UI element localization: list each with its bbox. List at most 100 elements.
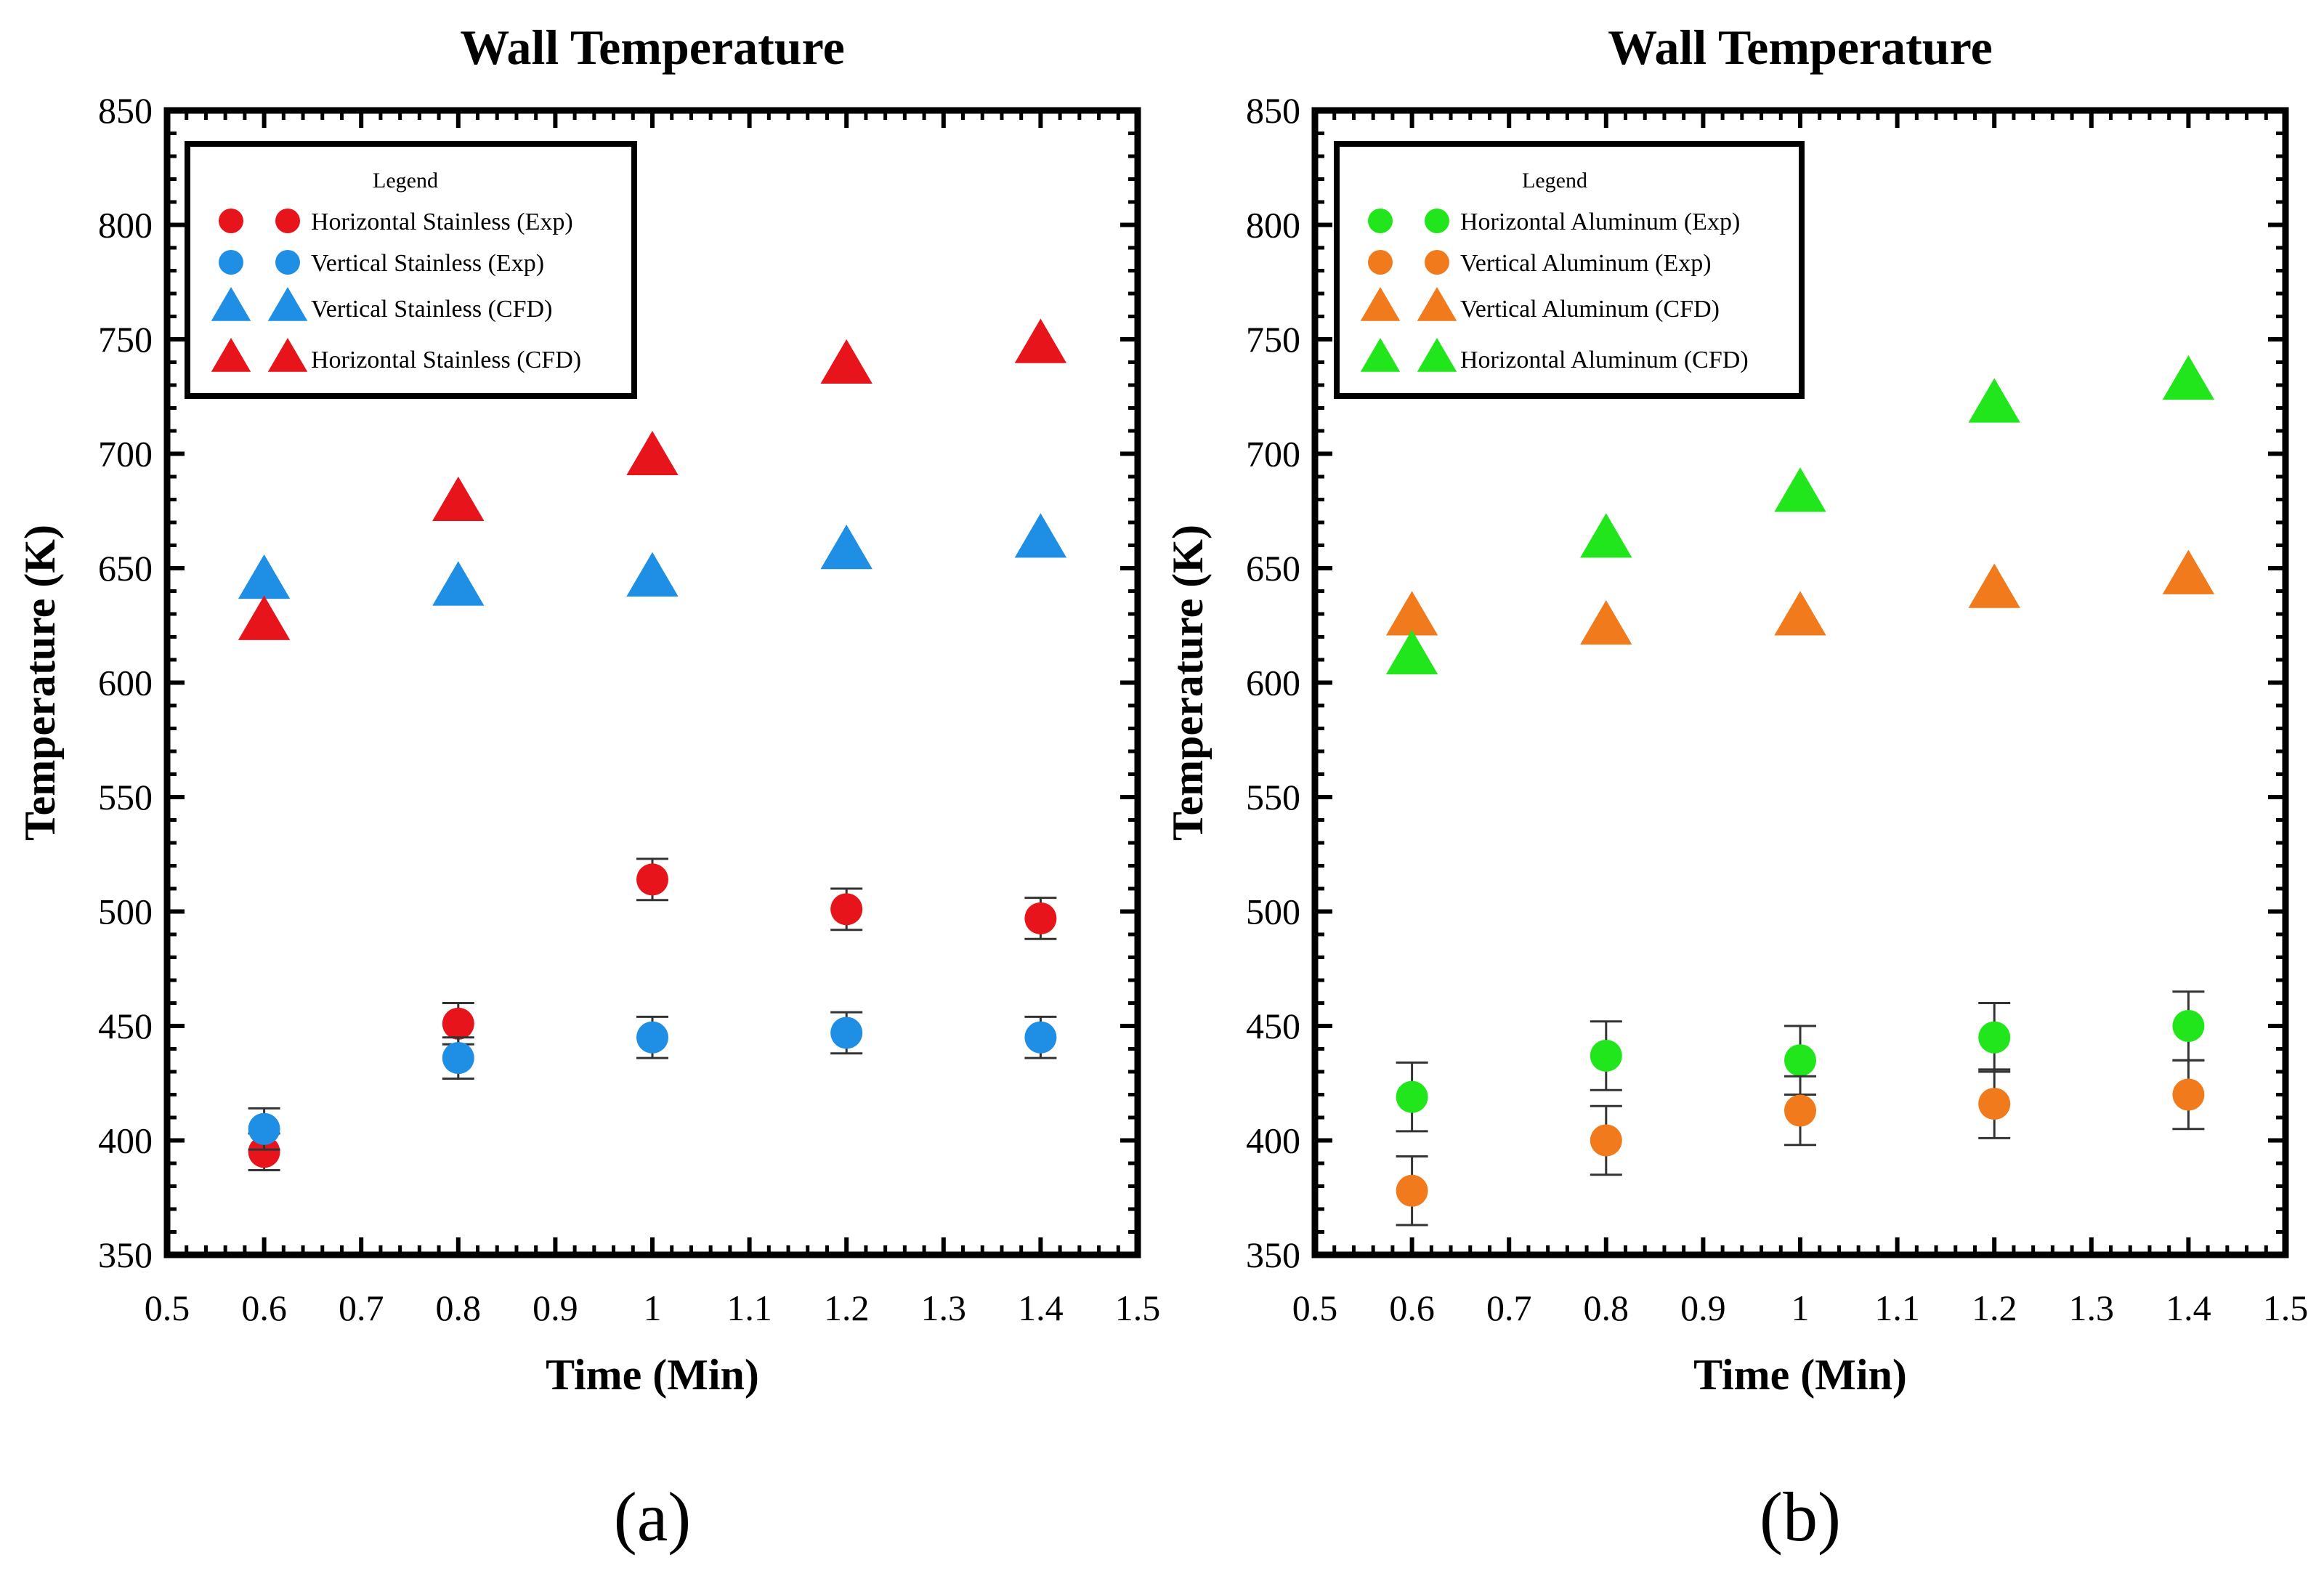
x-tick-label: 1.1 — [1874, 1288, 1920, 1328]
x-tick-label: 1 — [1791, 1288, 1810, 1328]
chart-title: Wall Temperature — [460, 20, 845, 75]
x-tick-label: 1.2 — [824, 1288, 870, 1328]
data-point — [636, 1021, 668, 1054]
series-0 — [1396, 990, 2205, 1133]
legend-marker — [267, 337, 308, 372]
data-point — [432, 476, 485, 522]
x-tick-label: 1.4 — [1018, 1288, 1064, 1328]
x-tick-label: 1.2 — [1972, 1288, 2017, 1328]
y-tick-label: 800 — [98, 205, 153, 246]
data-point — [1385, 629, 1438, 675]
x-tick-label: 1.5 — [1115, 1288, 1161, 1328]
x-tick-label: 0.9 — [1680, 1288, 1726, 1328]
legend: Legend Horizontal Stainless (Exp) Vertical… — [185, 141, 637, 399]
x-axis-label: Time (Min) — [1693, 1351, 1907, 1399]
legend-entry: Vertical Stainless (Exp) — [311, 250, 544, 277]
x-tick-label: 0.5 — [145, 1288, 190, 1328]
data-point — [820, 525, 872, 570]
x-tick-label: 1.3 — [921, 1288, 967, 1328]
series-0 — [248, 857, 1057, 1171]
data-point — [1014, 318, 1067, 363]
y-tick-label: 700 — [98, 434, 153, 474]
legend-box — [185, 141, 637, 399]
chart-title: Wall Temperature — [1608, 20, 1993, 75]
data-point — [248, 1112, 280, 1145]
data-point — [1784, 1094, 1816, 1127]
data-point — [432, 561, 485, 606]
legend-box — [1334, 141, 1805, 399]
x-tick-label: 0.8 — [436, 1288, 482, 1328]
data-point — [1968, 563, 2020, 608]
legend-entry: Vertical Aluminum (CFD) — [1460, 296, 1720, 323]
data-point — [1978, 1021, 2011, 1054]
legend-title: Legend — [1522, 169, 1587, 193]
data-point — [830, 1017, 863, 1049]
data-point — [1968, 378, 2020, 423]
legend-entry: Vertical Aluminum (Exp) — [1460, 250, 1712, 277]
y-tick-label: 850 — [1246, 90, 1300, 131]
legend-title: Legend — [373, 169, 438, 193]
data-point — [1978, 1088, 2011, 1120]
legend-marker — [275, 209, 300, 233]
y-axis-label: Temperature (K) — [1164, 525, 1212, 841]
x-tick-label: 0.9 — [533, 1288, 578, 1328]
data-point — [2172, 1078, 2205, 1111]
legend-marker — [1360, 337, 1401, 372]
series-1 — [248, 1011, 1057, 1151]
legend-marker — [275, 250, 300, 275]
y-tick-label: 800 — [1246, 205, 1300, 246]
x-tick-label: 0.6 — [241, 1288, 287, 1328]
x-tick-label: 0.7 — [1486, 1288, 1532, 1328]
data-point — [442, 1007, 474, 1040]
data-point — [238, 554, 291, 599]
legend: Legend Horizontal Aluminum (Exp) Vertical … — [1334, 141, 1805, 399]
legend-marker — [219, 209, 243, 233]
data-point — [1024, 902, 1057, 934]
y-tick-label: 500 — [98, 892, 153, 932]
x-tick-label: 0.7 — [339, 1288, 384, 1328]
y-tick-label: 700 — [1246, 434, 1300, 474]
legend-marker — [1417, 337, 1457, 372]
data-point — [442, 1042, 474, 1075]
legend-entry: Vertical Stainless (CFD) — [311, 296, 552, 323]
data-point — [2162, 549, 2215, 594]
y-tick-label: 450 — [98, 1006, 153, 1046]
x-tick-label: 1.1 — [726, 1288, 772, 1328]
x-tick-label: 1.5 — [2263, 1288, 2309, 1328]
legend-marker — [211, 337, 251, 372]
legend-entry: Horizontal Stainless (Exp) — [311, 209, 573, 235]
chart-panel-b: Wall Temperature 350 400 450 500 550 600 650 700… — [1164, 20, 2308, 1556]
legend-marker — [1368, 209, 1393, 233]
series-3 — [1385, 355, 2215, 675]
legend-marker — [1368, 250, 1393, 275]
data-point — [248, 1136, 280, 1168]
legend-marker — [267, 286, 308, 321]
y-tick-label: 850 — [98, 90, 153, 131]
y-tick-label: 450 — [1246, 1006, 1300, 1046]
panel-caption: (a) — [614, 1478, 692, 1556]
y-tick-label: 400 — [98, 1120, 153, 1161]
chart-panel-a: Wall Temperature 350 400 450 500 550 600 650 700… — [16, 20, 1160, 1556]
data-point — [1580, 599, 1632, 645]
data-point — [1590, 1124, 1622, 1157]
panel-caption: (b) — [1760, 1478, 1841, 1556]
data-point — [820, 339, 872, 384]
y-tick-label: 600 — [1246, 663, 1300, 703]
y-tick-label: 650 — [1246, 548, 1300, 589]
x-tick-label: 0.8 — [1584, 1288, 1629, 1328]
data-point — [2172, 1010, 2205, 1042]
y-tick-label: 400 — [1246, 1120, 1300, 1161]
data-point — [1590, 1039, 1622, 1072]
y-tick-label: 750 — [98, 319, 153, 360]
series-1 — [1396, 1059, 2205, 1227]
legend-marker — [211, 286, 251, 321]
y-tick-label: 600 — [98, 663, 153, 703]
data-point — [1580, 513, 1632, 558]
data-point — [238, 595, 291, 640]
legend-marker — [1425, 250, 1449, 275]
data-point — [1774, 591, 1826, 636]
series-2 — [1385, 549, 2215, 645]
x-tick-label: 1.4 — [2166, 1288, 2211, 1328]
y-tick-label: 550 — [98, 777, 153, 817]
